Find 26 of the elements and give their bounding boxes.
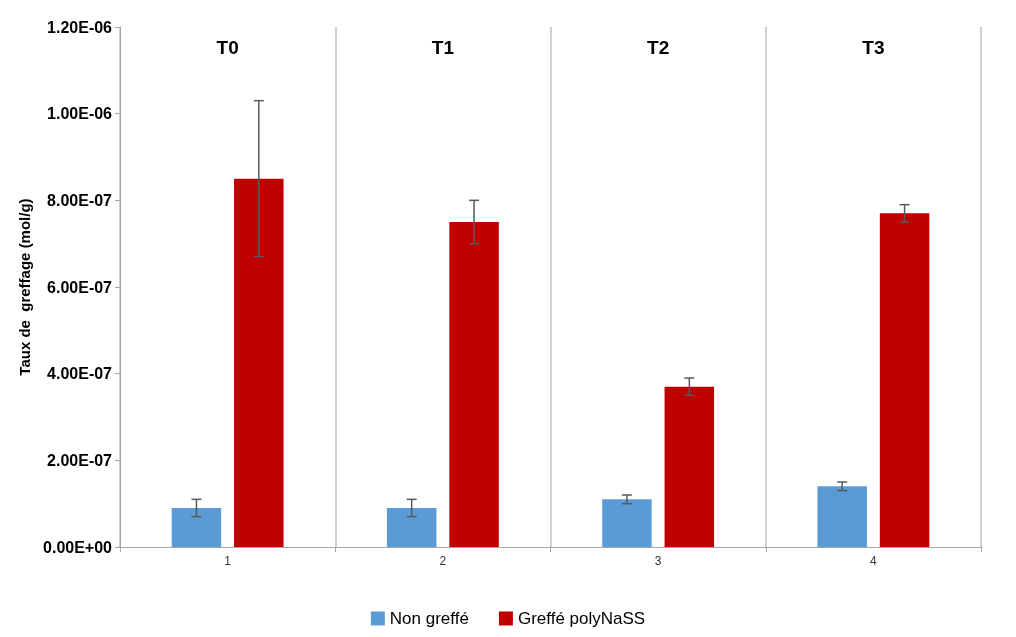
legend-label: Non greffé	[389, 609, 469, 628]
y-axis-title: Taux de greffage (mol/g)	[16, 198, 33, 376]
y-tick-label: 6.00E-07	[47, 278, 113, 296]
y-tick-label: 4.00E-07	[47, 365, 113, 383]
x-tick-label: 1	[224, 554, 232, 568]
x-tick-label: 2	[439, 554, 447, 568]
annotation: T3	[862, 36, 885, 58]
bar	[817, 486, 867, 547]
x-tick-label: 3	[654, 554, 662, 568]
bar	[449, 222, 499, 547]
annotation: T2	[647, 36, 670, 58]
y-tick-label: 0.00E+00	[43, 538, 113, 556]
y-tick-label: 1.00E-06	[47, 105, 113, 123]
annotation: T1	[431, 36, 455, 58]
legend-label: Greffé polyNaSS	[517, 609, 646, 628]
bar	[602, 499, 652, 547]
y-tick-label: 1.20E-06	[47, 18, 113, 36]
bar	[386, 508, 437, 547]
annotation: T0	[216, 36, 239, 58]
bar	[234, 178, 284, 547]
y-tick-label: 8.00E-07	[47, 191, 113, 209]
bar	[664, 386, 715, 547]
bar	[171, 508, 222, 547]
bar	[879, 213, 930, 547]
x-tick-label: 4	[870, 554, 878, 568]
y-tick-label: 2.00E-07	[47, 451, 113, 469]
